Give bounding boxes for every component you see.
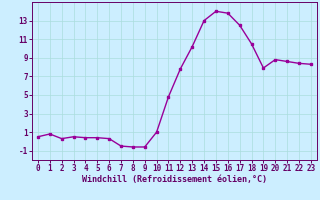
X-axis label: Windchill (Refroidissement éolien,°C): Windchill (Refroidissement éolien,°C) xyxy=(82,175,267,184)
